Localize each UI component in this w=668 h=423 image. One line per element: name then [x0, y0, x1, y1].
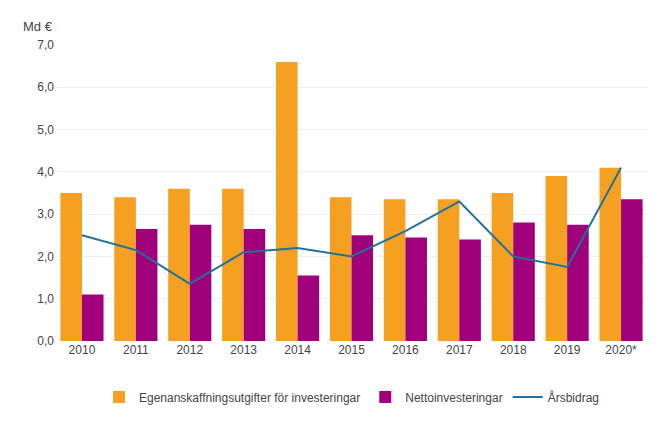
svg-text:Egenanskaffningsutgifter för i: Egenanskaffningsutgifter för investering… [139, 391, 360, 405]
svg-text:2016: 2016 [392, 343, 419, 357]
svg-text:2013: 2013 [230, 343, 257, 357]
svg-text:2014: 2014 [284, 343, 311, 357]
svg-text:2020*: 2020* [605, 343, 637, 357]
svg-text:1,0: 1,0 [37, 292, 54, 306]
svg-text:2017: 2017 [446, 343, 473, 357]
svg-text:2012: 2012 [176, 343, 203, 357]
svg-text:Årsbidrag: Årsbidrag [548, 390, 599, 405]
svg-text:2011: 2011 [123, 343, 149, 357]
svg-text:0,0: 0,0 [37, 334, 54, 348]
svg-text:7,0: 7,0 [37, 38, 54, 52]
svg-text:6,0: 6,0 [37, 80, 54, 94]
svg-text:Md €: Md € [23, 19, 53, 34]
svg-text:2018: 2018 [500, 343, 527, 357]
svg-text:5,0: 5,0 [37, 123, 54, 137]
svg-text:2015: 2015 [338, 343, 365, 357]
svg-text:Nettoinvesteringar: Nettoinvesteringar [405, 391, 502, 405]
svg-text:3,0: 3,0 [37, 207, 54, 221]
svg-text:2010: 2010 [69, 343, 96, 357]
svg-text:2,0: 2,0 [37, 250, 54, 264]
svg-text:4,0: 4,0 [37, 165, 54, 179]
svg-text:2019: 2019 [554, 343, 581, 357]
